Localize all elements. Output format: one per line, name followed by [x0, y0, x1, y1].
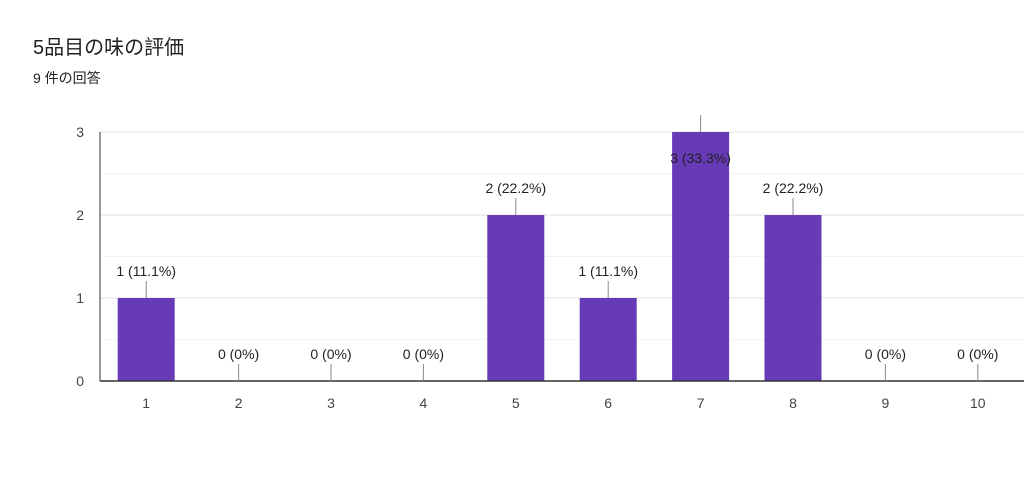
data-label: 3 (33.3%) — [670, 150, 731, 166]
data-label: 2 (22.2%) — [485, 180, 546, 196]
data-label: 0 (0%) — [403, 346, 444, 362]
x-tick-label: 2 — [235, 395, 243, 411]
bars — [117, 132, 822, 381]
bar — [764, 215, 822, 381]
x-tick-label: 10 — [970, 395, 986, 411]
x-tick-label: 6 — [604, 395, 612, 411]
x-tick-label: 9 — [882, 395, 890, 411]
axes: 0 1 2 3 1 2 3 4 5 6 7 8 9 10 — [76, 124, 1024, 411]
data-label: 0 (0%) — [218, 346, 259, 362]
data-label: 0 (0%) — [310, 346, 351, 362]
bar — [117, 298, 175, 381]
x-tick-label: 7 — [697, 395, 705, 411]
data-label: 1 (11.1%) — [116, 263, 176, 279]
gridlines — [100, 131, 1024, 340]
response-count: 9 件の回答 — [33, 70, 101, 86]
x-tick-label: 1 — [142, 395, 150, 411]
bar — [579, 298, 637, 381]
y-tick-label: 1 — [76, 290, 84, 306]
data-label: 0 (0%) — [957, 346, 998, 362]
data-label: 2 (22.2%) — [763, 180, 824, 196]
data-labels: 1 (11.1%) 0 (0%) 0 (0%) 0 (0%) 2 (22.2%) 1 (1… — [116, 115, 998, 381]
x-tick-label: 8 — [789, 395, 797, 411]
data-label: 1 (11.1%) — [578, 263, 638, 279]
x-tick-label: 4 — [420, 395, 428, 411]
data-label: 0 (0%) — [865, 346, 906, 362]
y-tick-label: 2 — [76, 207, 84, 223]
y-tick-label: 3 — [76, 124, 84, 140]
bar — [487, 215, 545, 381]
bar — [672, 132, 730, 381]
y-tick-label: 0 — [76, 373, 84, 389]
x-tick-label: 3 — [327, 395, 335, 411]
x-tick-label: 5 — [512, 395, 520, 411]
chart-title: 5品目の味の評価 — [33, 37, 185, 59]
